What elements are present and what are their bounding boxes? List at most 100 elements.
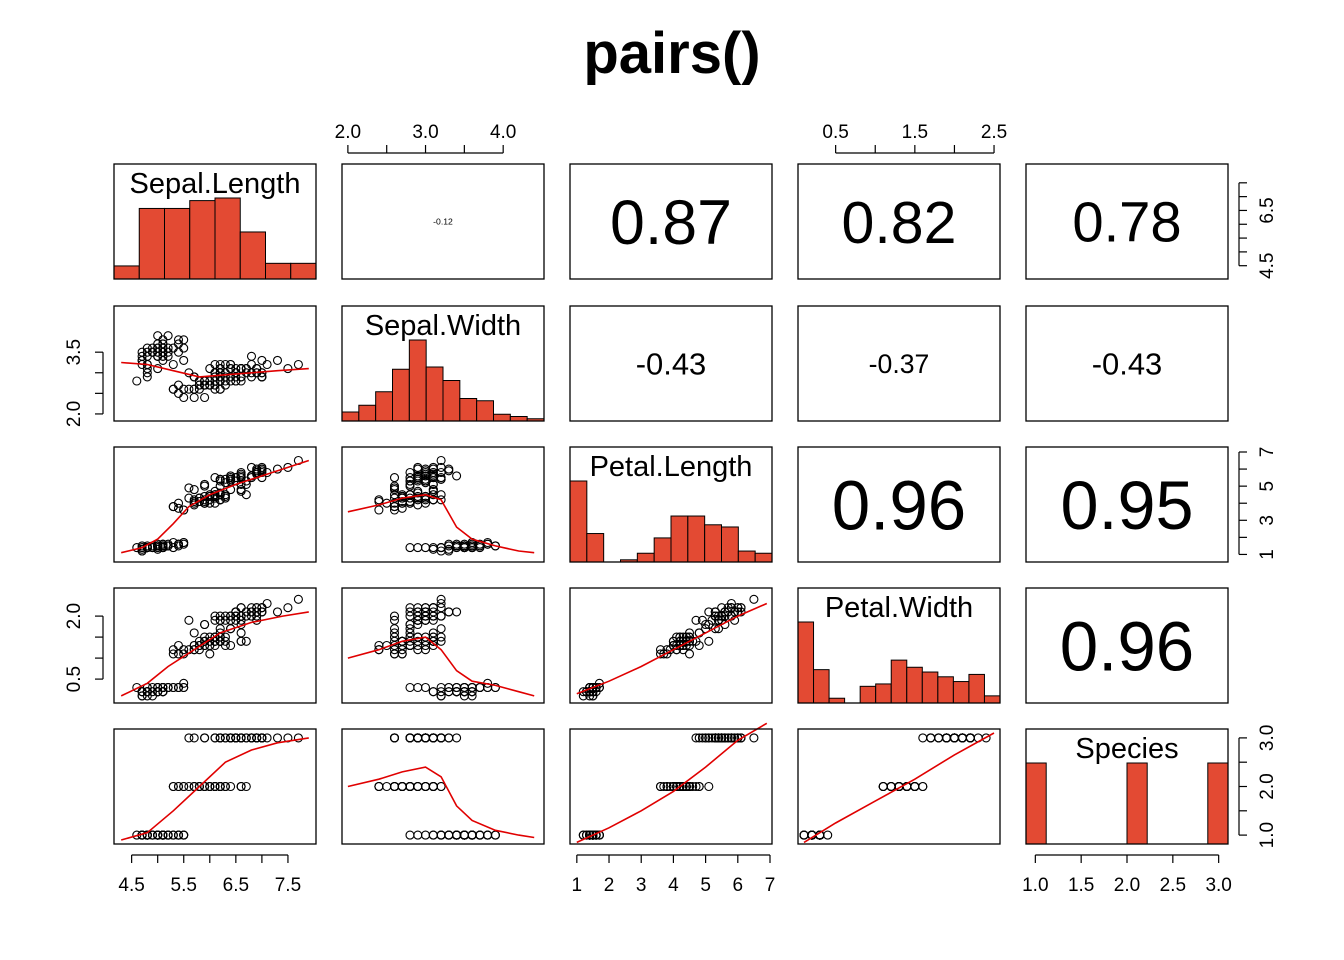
scatter-point xyxy=(691,615,701,625)
scatter-point xyxy=(713,733,724,743)
scatter-point xyxy=(697,615,707,625)
scatter-point xyxy=(405,543,415,553)
panel-Petal.Width-Petal.Width: Petal.Width xyxy=(797,587,1001,704)
scatter-point xyxy=(467,830,477,840)
scatter-point xyxy=(710,624,720,634)
scatter-point xyxy=(189,733,199,743)
panel-frame xyxy=(1025,446,1229,563)
hist-bar xyxy=(754,552,773,563)
scatter-point xyxy=(173,380,184,390)
scatter-point xyxy=(691,781,701,792)
scatter-point xyxy=(200,733,210,743)
hist-bar xyxy=(408,339,427,422)
scatter-point xyxy=(918,733,928,743)
axis-bottom-Species: 1.0 1.5 2.0 2.5 3.0 xyxy=(1022,854,1232,896)
scatter-point xyxy=(189,500,199,510)
smooth-line xyxy=(576,722,768,844)
hist-bar xyxy=(392,368,410,422)
panel-Petal.Width-Sepal.Length xyxy=(113,587,317,704)
scatter-point xyxy=(272,355,283,365)
panel-Petal.Length-Sepal.Width xyxy=(341,446,545,563)
scatter-point xyxy=(436,733,446,743)
scatter-point xyxy=(736,733,746,743)
scatter-point xyxy=(957,733,967,743)
scatter-point xyxy=(436,830,446,840)
scatter-point xyxy=(241,636,251,646)
scatter-point xyxy=(226,359,236,370)
panel-Sepal.Length-Petal.Length: 0.87 xyxy=(569,163,773,280)
scatter-point xyxy=(215,384,225,394)
scatter-point xyxy=(405,830,415,840)
scatter-point xyxy=(189,628,199,638)
scatter-point xyxy=(236,781,246,792)
panel-Species-Petal.Length xyxy=(569,722,773,845)
correlation-value: 0.87 xyxy=(610,188,732,258)
panel-frame xyxy=(1025,587,1229,704)
scatter-point xyxy=(694,733,704,743)
scatter-point xyxy=(200,380,210,390)
scatter-point xyxy=(200,479,210,489)
hist-bar xyxy=(859,685,877,704)
scatter-point xyxy=(720,733,730,743)
panel-frame xyxy=(569,728,773,845)
scatter-point xyxy=(173,830,184,840)
scatter-point xyxy=(215,476,225,486)
scatter-point xyxy=(246,359,257,370)
panel-Species-Species: Species xyxy=(1025,728,1229,845)
scatter-point xyxy=(397,781,407,792)
scatter-point xyxy=(420,607,431,617)
scatter-point xyxy=(215,781,225,792)
scatter-point xyxy=(210,611,220,621)
scatter-point xyxy=(184,615,194,625)
tick-label: 0.5 xyxy=(822,122,848,143)
scatter-point xyxy=(710,733,720,743)
panel-frame xyxy=(569,163,773,280)
scatter-point xyxy=(173,682,184,693)
hist-bar xyxy=(687,515,706,563)
panel-Petal.Length-Petal.Length: Petal.Length xyxy=(569,446,773,563)
scatter-point xyxy=(444,733,454,743)
panel-frame xyxy=(341,587,545,704)
scatter-point xyxy=(236,628,246,638)
scatter-point xyxy=(168,343,178,353)
scatter-point xyxy=(163,331,173,341)
hist-bar xyxy=(476,400,494,422)
tick-label: 1.0 xyxy=(1022,875,1048,896)
scatter-point xyxy=(163,830,173,840)
scatter-point xyxy=(428,733,438,743)
smooth-line xyxy=(347,493,535,554)
correlation-value: -0.43 xyxy=(636,347,707,382)
scatter-point xyxy=(428,485,438,495)
scatter-point xyxy=(704,781,714,792)
scatter-point xyxy=(168,649,178,659)
scatter-point xyxy=(684,649,695,659)
scatter-point xyxy=(137,351,147,361)
scatter-point xyxy=(655,645,666,655)
hist-bar xyxy=(721,526,739,563)
scatter-point xyxy=(236,471,246,481)
scatter-point xyxy=(444,544,454,554)
smooth-line xyxy=(347,766,535,839)
scatter-point xyxy=(168,682,178,693)
panel-frame xyxy=(341,305,545,422)
scatter-point xyxy=(934,733,944,743)
scatter-point xyxy=(799,830,809,840)
panel-frame xyxy=(113,587,317,704)
hist-bar xyxy=(509,416,528,422)
panel-Species-Sepal.Length xyxy=(113,728,317,845)
panel-Sepal.Length-Petal.Width: 0.82 xyxy=(797,163,1001,280)
scatter-point xyxy=(173,640,184,651)
hist-bar xyxy=(425,366,444,422)
panel-Petal.Width-Species: 0.96 xyxy=(1025,587,1229,704)
hist-bar xyxy=(921,671,939,704)
panel-frame xyxy=(341,446,545,563)
scatter-point xyxy=(420,682,431,693)
tick-label: 5 xyxy=(1257,481,1278,492)
scatter-point xyxy=(231,473,241,483)
scatter-point xyxy=(444,830,454,840)
scatter-point xyxy=(189,392,199,403)
hist-bar xyxy=(906,666,923,704)
scatter-point xyxy=(965,733,975,743)
hist-bar xyxy=(968,673,985,704)
scatter-point xyxy=(153,830,163,840)
